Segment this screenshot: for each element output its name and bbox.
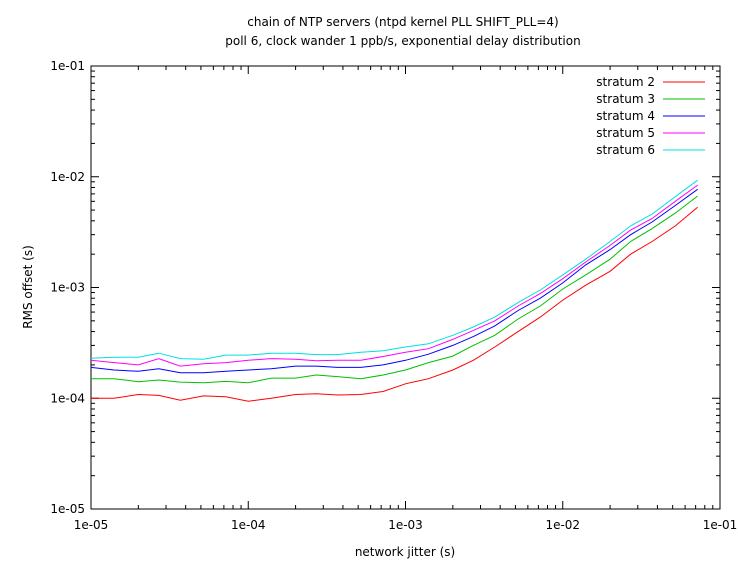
- y-tick-label: 1e-05: [50, 502, 85, 516]
- x-tick-label: 1e-01: [703, 518, 738, 532]
- x-tick-label: 1e-04: [231, 518, 266, 532]
- legend-label: stratum 2: [596, 75, 655, 89]
- legend-label: stratum 4: [596, 109, 655, 123]
- chart-title: chain of NTP servers (ntpd kernel PLL SH…: [247, 15, 559, 29]
- plot-area: 1e-05 1e-04 1e-03 1e-02 1e-01 1e-05 1e-04 1e-03…: [50, 59, 737, 532]
- series-line-stratum-5: [90, 184, 698, 367]
- series-lines: [90, 179, 698, 402]
- chart-subtitle: poll 6, clock wander 1 ppb/s, exponentia…: [225, 34, 580, 48]
- legend-label: stratum 6: [596, 143, 655, 157]
- series-line-stratum-3: [91, 195, 698, 384]
- x-tick-label: 1e-05: [74, 518, 109, 532]
- x-tick-label: 1e-03: [388, 518, 423, 532]
- series-line-stratum-4: [90, 188, 698, 374]
- y-tick-label: 1e-04: [50, 391, 85, 405]
- legend-label: stratum 3: [596, 92, 655, 106]
- x-axis-label: network jitter (s): [355, 545, 455, 559]
- y-axis-label: RMS offset (s): [21, 245, 35, 329]
- series-line-stratum-6: [90, 179, 698, 360]
- x-tick-label: 1e-02: [545, 518, 580, 532]
- y-tick-label: 1e-02: [50, 170, 85, 184]
- y-tick-label: 1e-01: [50, 59, 85, 73]
- legend: stratum 2 stratum 3 stratum 4 stratum 5 stra…: [596, 75, 705, 157]
- series-line-stratum-2: [91, 206, 698, 402]
- legend-label: stratum 5: [596, 126, 655, 140]
- y-tick-label: 1e-03: [50, 281, 85, 295]
